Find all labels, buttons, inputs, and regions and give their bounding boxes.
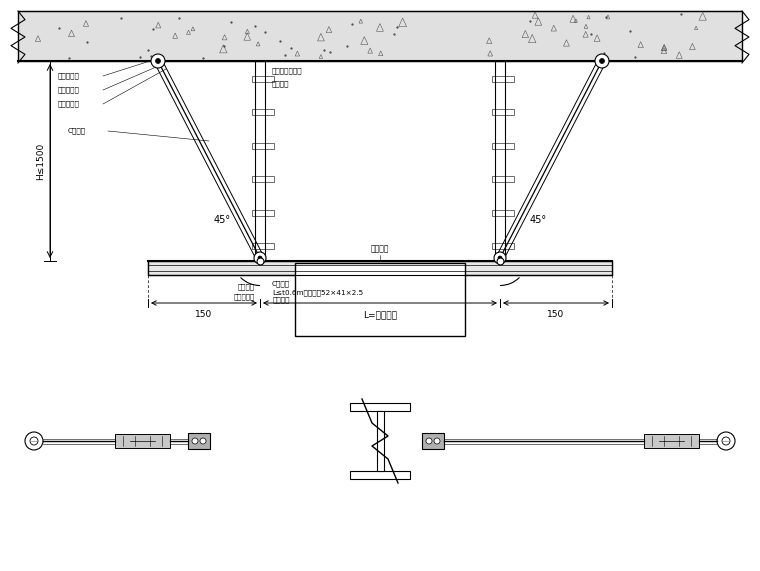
- Circle shape: [494, 252, 506, 264]
- Bar: [115, 434, 170, 448]
- Bar: [188, 433, 210, 449]
- Text: 防水连接板: 防水连接板: [58, 100, 80, 107]
- Text: L=桥架宽度: L=桥架宽度: [363, 310, 397, 319]
- Text: C型槽钢: C型槽钢: [68, 128, 86, 134]
- Bar: [148, 261, 612, 275]
- Text: 风机设置: 风机设置: [273, 296, 290, 303]
- Bar: [422, 433, 444, 449]
- Text: 45°: 45°: [214, 215, 230, 225]
- Text: 抗震连接件: 抗震连接件: [58, 87, 80, 93]
- Bar: [376, 411, 384, 471]
- Circle shape: [200, 438, 206, 444]
- Circle shape: [30, 437, 38, 445]
- Circle shape: [192, 438, 198, 444]
- Circle shape: [156, 58, 160, 63]
- Bar: [644, 434, 699, 448]
- Bar: [492, 176, 514, 182]
- Circle shape: [254, 252, 266, 264]
- Text: C型槽钢: C型槽钢: [272, 280, 290, 287]
- Bar: [350, 403, 410, 411]
- Circle shape: [498, 256, 502, 260]
- Text: 开孔连螺栓螺头: 开孔连螺栓螺头: [272, 68, 302, 74]
- Text: 45°: 45°: [530, 215, 546, 225]
- Circle shape: [595, 54, 609, 68]
- Bar: [492, 210, 514, 216]
- Text: 加固装置: 加固装置: [272, 81, 290, 87]
- Circle shape: [434, 438, 440, 444]
- Bar: [350, 471, 410, 479]
- Text: 150: 150: [547, 310, 565, 319]
- Text: H≤1500: H≤1500: [36, 142, 45, 180]
- Bar: [492, 76, 514, 82]
- Bar: [252, 176, 274, 182]
- Bar: [252, 143, 274, 149]
- Text: 泄水孔膜导: 泄水孔膜导: [234, 293, 255, 300]
- Circle shape: [717, 432, 735, 450]
- Circle shape: [600, 58, 604, 63]
- Circle shape: [25, 432, 43, 450]
- Circle shape: [722, 437, 730, 445]
- Bar: [492, 143, 514, 149]
- Bar: [252, 110, 274, 115]
- Bar: [252, 243, 274, 249]
- Circle shape: [426, 438, 432, 444]
- Text: 150: 150: [195, 310, 213, 319]
- Bar: [492, 243, 514, 249]
- Text: 电缆桥架: 电缆桥架: [371, 244, 389, 253]
- Text: 后扩底锚栓: 后扩底锚栓: [58, 73, 80, 79]
- Text: L≤t0.6m时不小于52×41×2.5: L≤t0.6m时不小于52×41×2.5: [272, 289, 363, 296]
- Bar: [252, 76, 274, 82]
- Bar: [295, 263, 465, 336]
- Text: 焊接部位: 焊接部位: [238, 283, 255, 289]
- Circle shape: [258, 256, 262, 260]
- Bar: [252, 210, 274, 216]
- Bar: [492, 110, 514, 115]
- Circle shape: [151, 54, 165, 68]
- Bar: [18, 11, 742, 61]
